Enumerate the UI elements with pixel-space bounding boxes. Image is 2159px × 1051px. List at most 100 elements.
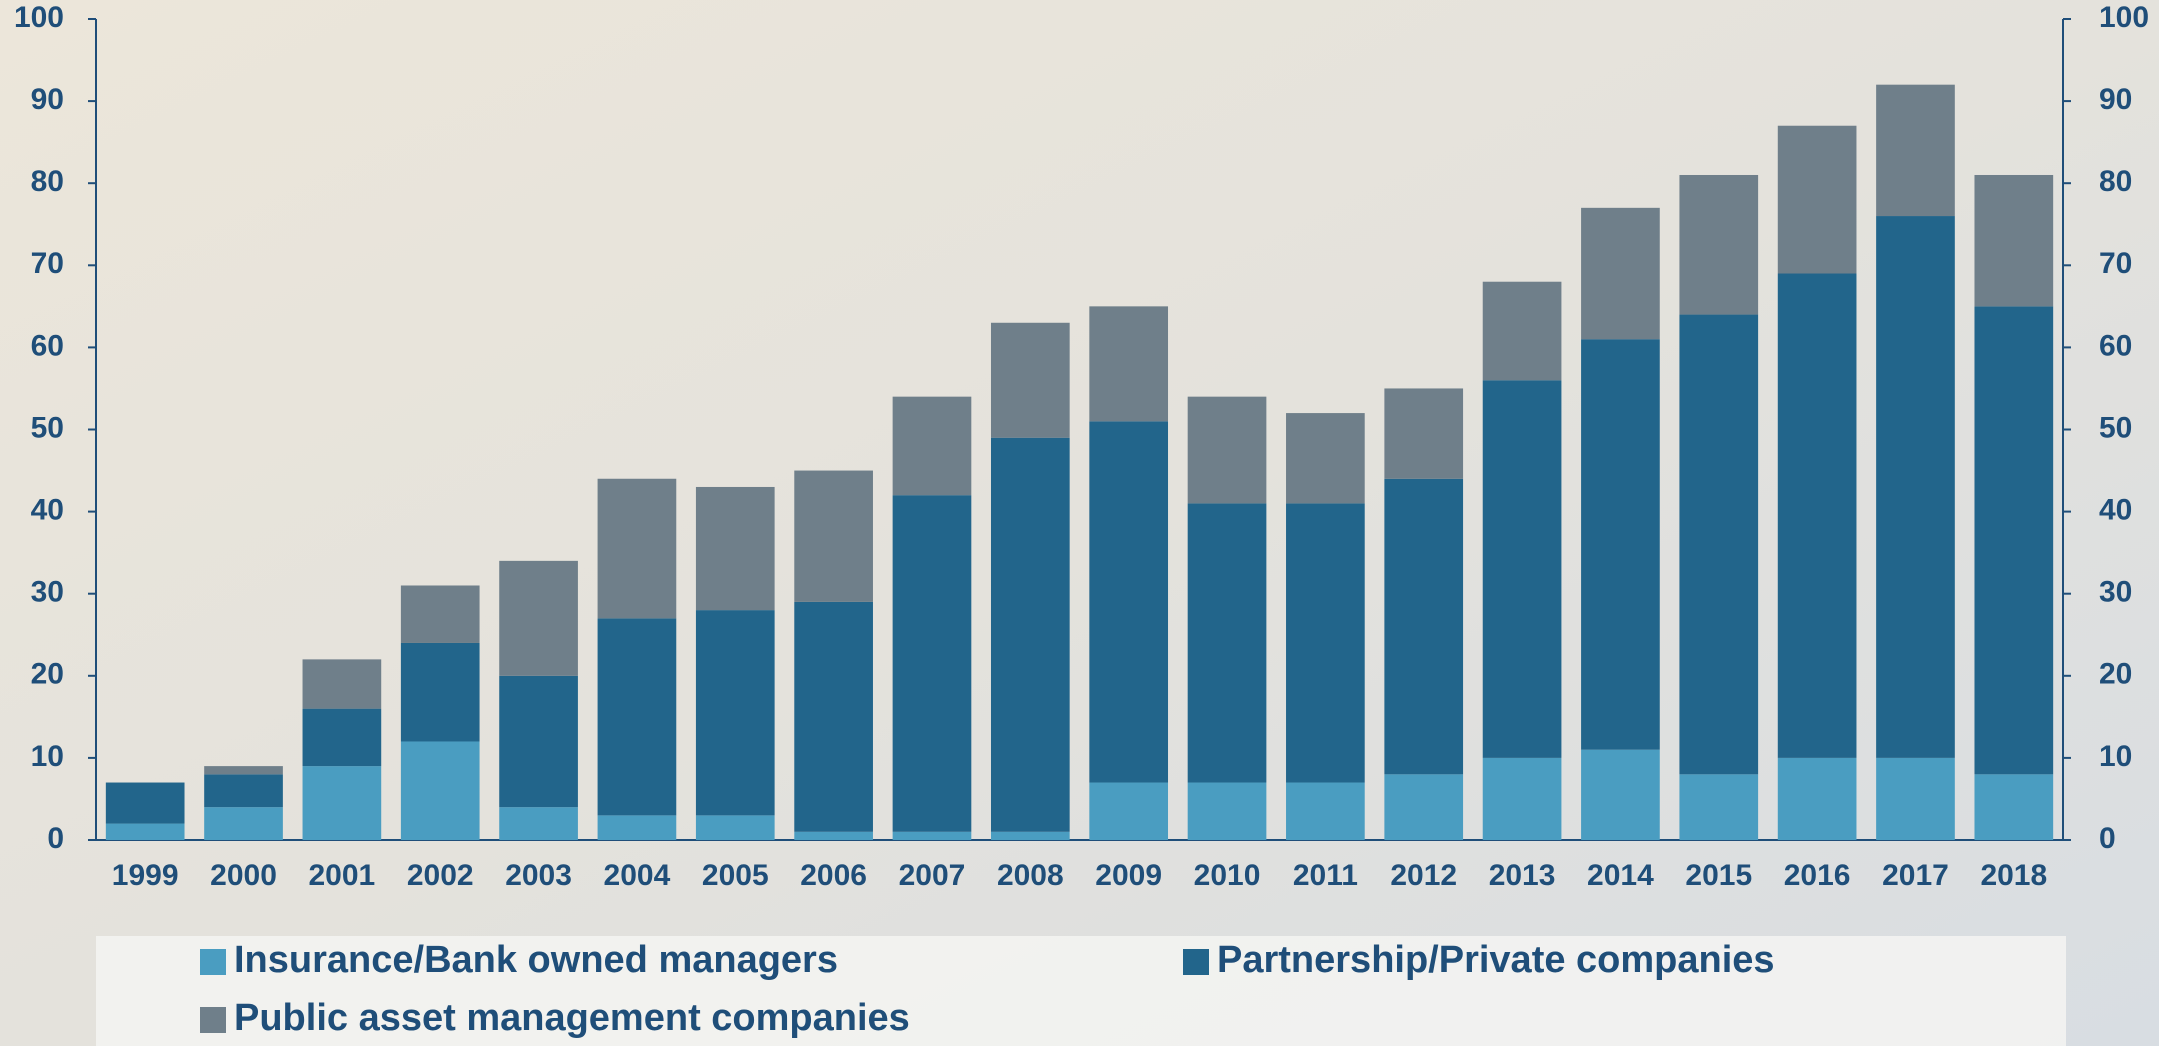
x-tick-label: 2017 <box>1882 859 1949 892</box>
x-tick-label: 2007 <box>899 859 966 892</box>
x-tick-label: 2008 <box>997 859 1064 892</box>
bar-segment <box>204 766 283 775</box>
bar-segment <box>302 708 382 767</box>
bar-segment <box>1286 503 1365 783</box>
bar-segment <box>400 642 480 742</box>
bar-segment <box>990 322 1070 438</box>
y2-tick-label: 80 <box>2099 165 2132 198</box>
bar-segment <box>1482 757 1562 840</box>
bar-segment <box>302 659 382 709</box>
bar-segment <box>400 741 480 840</box>
y-tick-label: 100 <box>14 1 64 34</box>
y2-tick-label: 20 <box>2099 658 2132 691</box>
bar-segment <box>1384 478 1464 775</box>
bar-segment <box>1384 388 1464 479</box>
legend-box <box>96 936 2066 1046</box>
bar-segment <box>204 807 283 840</box>
x-tick-label: 2018 <box>1980 859 2047 892</box>
bar-segment <box>1974 306 2054 775</box>
x-tick-label: 2005 <box>702 859 769 892</box>
bar-segment <box>105 782 185 824</box>
x-tick-label: 2011 <box>1293 859 1358 892</box>
bar-segment <box>794 601 873 832</box>
bar-segment <box>597 478 677 619</box>
bar-segment <box>892 831 972 840</box>
y2-tick-label: 30 <box>2099 576 2132 609</box>
bar-segment <box>597 815 677 840</box>
bar-segment <box>105 823 185 840</box>
legend-swatch <box>1183 949 1209 975</box>
x-tick-label: 2000 <box>210 859 277 892</box>
x-tick-label: 2010 <box>1194 859 1261 892</box>
y2-tick-label: 70 <box>2099 247 2132 280</box>
y-tick-label: 90 <box>31 83 64 116</box>
y-tick-label: 30 <box>31 576 64 609</box>
x-tick-label: 2003 <box>505 859 572 892</box>
x-tick-label: 2006 <box>800 859 867 892</box>
bar-segment <box>695 610 775 816</box>
x-tick-label: 2009 <box>1095 859 1162 892</box>
bar-segment <box>1777 125 1857 274</box>
y2-tick-label: 40 <box>2099 494 2132 527</box>
bar-segment <box>1089 306 1169 422</box>
x-tick-label: 2002 <box>407 859 474 892</box>
y-tick-label: 40 <box>31 494 64 527</box>
y-tick-label: 20 <box>31 658 64 691</box>
bar-segment <box>695 486 775 611</box>
legend-swatch <box>200 1007 226 1033</box>
x-tick-label: 2014 <box>1587 859 1654 892</box>
y2-tick-label: 10 <box>2099 740 2132 773</box>
bar-segment <box>499 560 578 676</box>
bar-segment <box>1777 757 1857 840</box>
bar-segment <box>794 470 873 602</box>
y2-tick-label: 100 <box>2099 1 2149 34</box>
bar-segment <box>302 766 382 840</box>
bar-segment <box>499 675 578 808</box>
bar-segment <box>990 831 1070 840</box>
bar-segment <box>1089 421 1169 783</box>
bar-segment <box>695 815 775 840</box>
y2-tick-label: 60 <box>2099 329 2132 362</box>
bar-segment <box>1187 396 1267 504</box>
x-tick-label: 2004 <box>604 859 671 892</box>
bar-segment <box>400 585 480 643</box>
bar-segment <box>1679 314 1759 775</box>
bar-segment <box>1286 782 1365 840</box>
x-tick-label: 2012 <box>1390 859 1457 892</box>
x-tick-label: 2016 <box>1784 859 1851 892</box>
bar-segment <box>1679 774 1759 840</box>
bar-segment <box>1974 174 2054 307</box>
bar-segment <box>1286 413 1365 504</box>
x-tick-label: 2001 <box>309 859 376 892</box>
bar-segment <box>1482 281 1562 381</box>
bar-segment <box>499 807 578 840</box>
bar-segment <box>794 831 873 840</box>
legend-swatch <box>200 949 226 975</box>
bar-segment <box>1876 216 1955 758</box>
y-tick-label: 60 <box>31 329 64 362</box>
y-tick-label: 70 <box>31 247 64 280</box>
bar-segment <box>597 618 677 816</box>
y-tick-label: 10 <box>31 740 64 773</box>
y2-tick-label: 50 <box>2099 411 2132 444</box>
bar-segment <box>1187 503 1267 783</box>
bar-segment <box>1482 380 1562 758</box>
x-tick-label: 2015 <box>1685 859 1752 892</box>
bar-segment <box>990 437 1070 832</box>
bar-segment <box>892 396 972 496</box>
legend-label: Public asset management companies <box>234 997 910 1039</box>
bar-segment <box>1876 84 1955 217</box>
bar-segment <box>1581 207 1660 340</box>
bar-segment <box>1581 749 1660 840</box>
y-tick-label: 80 <box>31 165 64 198</box>
bar-segment <box>204 774 283 808</box>
bar-segment <box>1974 774 2054 840</box>
bar-segment <box>1384 774 1464 840</box>
bar-segment <box>892 495 972 832</box>
y-tick-label: 50 <box>31 411 64 444</box>
x-tick-label: 2013 <box>1489 859 1556 892</box>
y2-tick-label: 0 <box>2099 822 2116 855</box>
bar-segment <box>1581 339 1660 750</box>
x-tick-label: 1999 <box>112 859 179 892</box>
